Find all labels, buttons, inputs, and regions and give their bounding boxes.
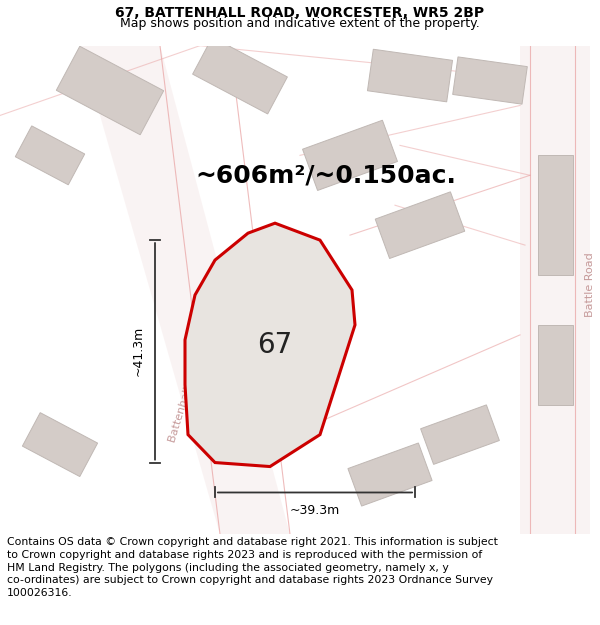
Polygon shape <box>538 156 572 275</box>
Polygon shape <box>421 405 499 464</box>
Polygon shape <box>375 192 465 259</box>
Polygon shape <box>348 443 432 506</box>
Text: Contains OS data © Crown copyright and database right 2021. This information is : Contains OS data © Crown copyright and d… <box>7 537 498 598</box>
Text: ~39.3m: ~39.3m <box>290 504 340 518</box>
Polygon shape <box>15 126 85 185</box>
Polygon shape <box>193 37 287 114</box>
Text: ~41.3m: ~41.3m <box>132 326 145 376</box>
Text: 67: 67 <box>257 331 293 359</box>
Text: Battenhall Road: Battenhall Road <box>167 356 203 444</box>
Polygon shape <box>452 57 527 104</box>
Text: Map shows position and indicative extent of the property.: Map shows position and indicative extent… <box>120 18 480 31</box>
Polygon shape <box>56 46 164 135</box>
Polygon shape <box>185 223 355 466</box>
Text: ~606m²/~0.150ac.: ~606m²/~0.150ac. <box>195 163 456 188</box>
Polygon shape <box>367 49 452 102</box>
Polygon shape <box>22 412 98 476</box>
Text: Battle Road: Battle Road <box>585 253 595 318</box>
Polygon shape <box>80 46 290 534</box>
Polygon shape <box>302 120 397 191</box>
Text: 67, BATTENHALL ROAD, WORCESTER, WR5 2BP: 67, BATTENHALL ROAD, WORCESTER, WR5 2BP <box>115 6 485 20</box>
Polygon shape <box>520 46 590 534</box>
Polygon shape <box>538 325 572 405</box>
